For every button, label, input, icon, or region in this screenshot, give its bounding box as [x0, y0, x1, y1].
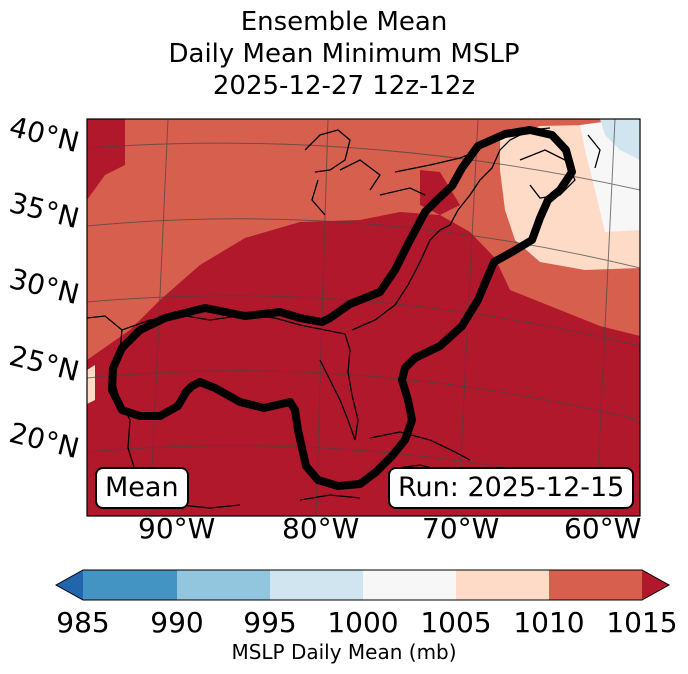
lon-label-90w: 90°W [138, 512, 216, 545]
pressure-contour [108, 126, 576, 490]
colorbar-tick-990: 990 [150, 606, 204, 639]
colorbar [54, 569, 671, 601]
colorbar-tick-1000: 1000 [327, 606, 399, 639]
mslp-field [87, 119, 640, 516]
colorbar-tick-995: 995 [243, 606, 297, 639]
colorbar-tick-1005: 1005 [420, 606, 492, 639]
colorbar-tick-1015: 1015 [606, 606, 678, 639]
run-label-box: Run: 2025-12-15 [388, 467, 635, 509]
colorbar-extend-high [642, 570, 669, 600]
colorbar-tick-1010: 1010 [513, 606, 585, 639]
colorbar-segment-990-995 [177, 570, 270, 600]
title-line-1: Ensemble Mean [240, 7, 448, 37]
colorbar-segment-1005-1010 [456, 570, 549, 600]
colorbar-segment-985-990 [83, 570, 177, 600]
colorbar-segment-995-1000 [270, 570, 363, 600]
title-line-2: Daily Mean Minimum MSLP [168, 39, 520, 69]
colorbar-segment-1000-1005 [363, 570, 456, 600]
title-line-3: 2025-12-27 12z-12z [212, 71, 476, 101]
field-band-above-1015-nw [87, 119, 125, 200]
colorbar-tick-985: 985 [56, 606, 110, 639]
field-band-above-1015 [87, 212, 640, 516]
field-band-995-1000 [600, 119, 640, 160]
field-band-1005-1010-west [87, 365, 95, 404]
lon-label-80w: 80°W [282, 512, 360, 545]
lon-label-60w: 60°W [564, 512, 642, 545]
map-border [86, 118, 641, 517]
lon-label-70w: 70°W [422, 512, 500, 545]
colorbar-outline [54, 569, 671, 601]
colorbar-label: MSLP Daily Mean (mb) [231, 640, 457, 664]
colorbar-extend-low [56, 570, 83, 600]
colorbar-segment-1010-1015 [549, 570, 642, 600]
mode-label-box: Mean [95, 467, 189, 509]
